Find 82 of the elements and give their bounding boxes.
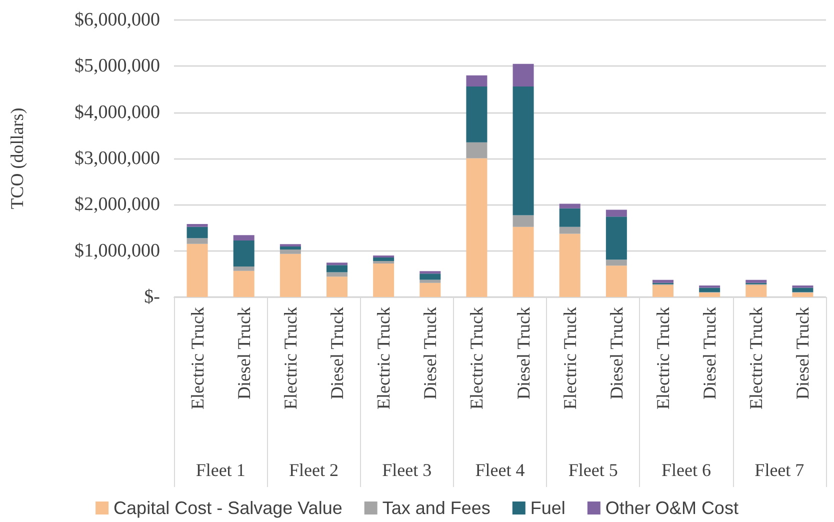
text: Fleet 1 <box>196 460 246 480</box>
bar <box>326 272 348 277</box>
bar <box>559 204 580 208</box>
y-tick-label: $6,000,000 <box>74 10 160 30</box>
y-tick-label: $3,000,000 <box>74 148 160 169</box>
bar <box>512 226 534 297</box>
bar <box>466 86 488 142</box>
bar <box>326 262 348 266</box>
y-tick-label: $4,000,000 <box>74 102 160 123</box>
x-tick-label: Electric Truck <box>466 307 487 410</box>
x-tick-label: Electric Truck <box>374 307 394 410</box>
text: Fleet 5 <box>568 460 618 480</box>
legend-label: Other O&M Cost <box>605 498 738 518</box>
bar <box>233 235 254 240</box>
legend-label: Tax and Fees <box>382 498 490 518</box>
bar <box>559 226 580 234</box>
bar <box>186 224 208 227</box>
x-tick-label: Diesel Truck <box>700 307 720 400</box>
y-axis-title: TCO (dollars) <box>7 108 27 210</box>
y-tick-label: $5,000,000 <box>74 56 160 77</box>
bar <box>466 142 488 158</box>
bar <box>326 265 348 272</box>
bar <box>466 75 488 86</box>
x-tick-label: Diesel Truck <box>606 307 626 400</box>
bar <box>512 86 534 216</box>
bar <box>233 266 254 271</box>
bar <box>512 215 534 227</box>
bar <box>746 280 767 283</box>
bar <box>652 284 674 297</box>
bar <box>606 260 627 266</box>
x-tick-label: Electric Truck <box>280 307 300 410</box>
bar <box>326 276 348 297</box>
bar <box>233 240 254 267</box>
y-tick-label: $2,000,000 <box>74 194 160 216</box>
bar <box>280 246 301 250</box>
bar <box>606 210 627 217</box>
x-tick-label: Diesel Truck <box>792 307 813 400</box>
bar <box>373 258 394 261</box>
text: Fleet 7 <box>754 460 804 480</box>
bar <box>792 292 814 297</box>
x-tick-label: Diesel Truck <box>327 307 347 400</box>
text: Fleet 3 <box>382 460 432 480</box>
bar <box>792 288 814 292</box>
bar <box>186 238 208 244</box>
bar <box>373 264 394 297</box>
bar <box>606 216 627 260</box>
text: Fleet 6 <box>662 460 712 480</box>
bar <box>373 260 394 264</box>
bar <box>420 271 441 274</box>
bar <box>466 158 488 297</box>
bar <box>559 208 580 227</box>
x-tick-label: Electric Truck <box>746 307 766 410</box>
bar <box>186 226 208 238</box>
legend-label: Capital Cost - Salvage Value <box>114 498 342 518</box>
bar <box>652 280 674 283</box>
x-tick-label: Electric Truck <box>653 307 673 410</box>
bar <box>699 285 720 288</box>
bar <box>420 282 441 297</box>
bar <box>420 280 441 283</box>
x-tick-label: Electric Truck <box>187 307 208 410</box>
y-tick-label: $1,000,000 <box>74 240 160 262</box>
x-tick-label: Diesel Truck <box>420 307 440 400</box>
bar <box>233 270 254 297</box>
legend-label: Fuel <box>530 498 566 518</box>
bar <box>420 274 441 280</box>
text: Fleet 4 <box>475 460 525 480</box>
bar <box>559 234 580 297</box>
bar <box>512 64 534 86</box>
bar <box>792 285 814 288</box>
text: Fleet 2 <box>288 460 338 480</box>
bar <box>186 244 208 297</box>
bar <box>606 266 627 297</box>
y-tick-label: $- <box>144 286 160 308</box>
x-tick-label: Electric Truck <box>560 307 580 410</box>
bar <box>280 249 301 254</box>
bar <box>280 254 301 297</box>
bar <box>746 284 767 297</box>
x-tick-label: Diesel Truck <box>234 307 254 400</box>
bar <box>699 288 720 292</box>
bar <box>373 255 394 258</box>
bar <box>699 292 720 297</box>
x-tick-label: Diesel Truck <box>513 307 534 400</box>
